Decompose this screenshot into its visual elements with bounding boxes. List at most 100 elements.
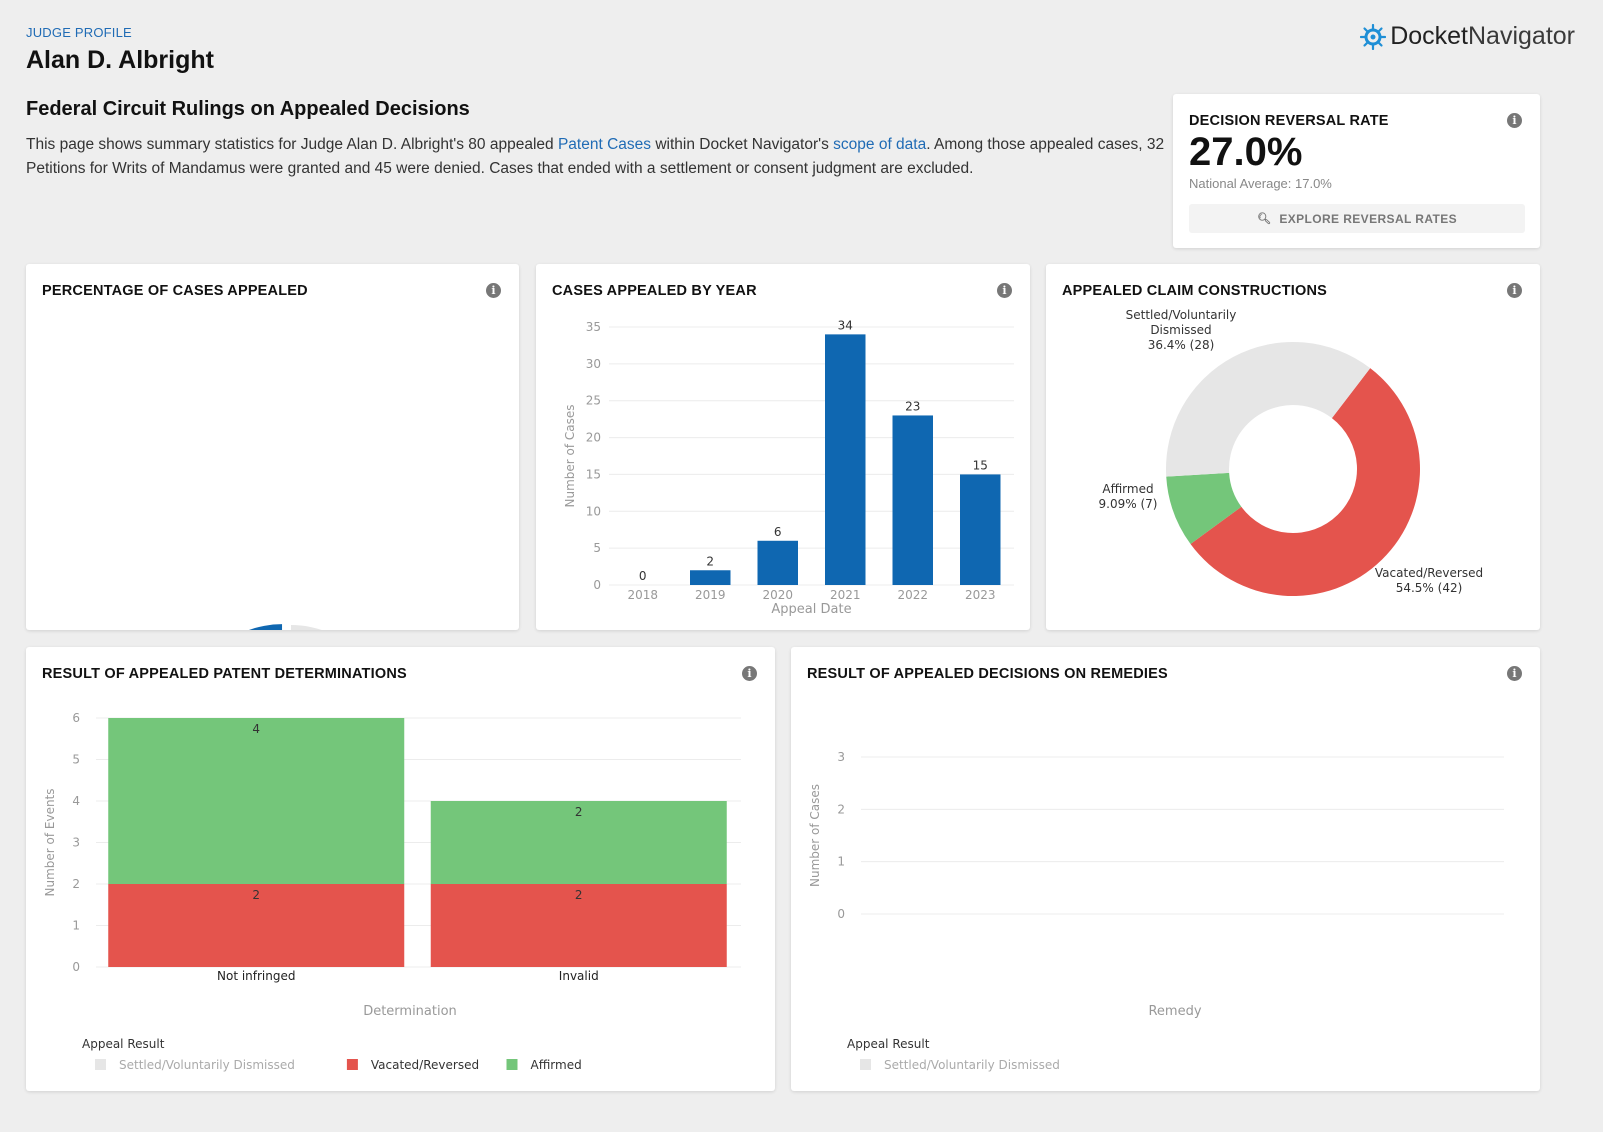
national-average: National Average: 17.0% xyxy=(1189,176,1332,191)
y-tick-label: 5 xyxy=(593,541,601,555)
y-tick-label: 20 xyxy=(586,431,601,445)
card-title: CASES APPEALED BY YEAR xyxy=(552,283,757,299)
slice-label: Affirmed 9.09% (7) xyxy=(1099,482,1158,511)
y-axis-label: Number of Cases xyxy=(808,784,822,887)
x-tick-label: Not infringed xyxy=(217,969,296,983)
x-tick-label: 2021 xyxy=(830,588,861,602)
page-kicker: JUDGE PROFILE xyxy=(26,25,132,40)
y-tick-label: 2 xyxy=(72,877,80,891)
info-icon[interactable]: i xyxy=(486,283,501,298)
patent-determinations-card: RESULT OF APPEALED PATENT DETERMINATIONS… xyxy=(26,647,775,1091)
remedies-chart: 0 1 2 3 Remedy Number of Cases Appeal Result Se… xyxy=(808,750,1504,1072)
y-tick-label: 30 xyxy=(586,357,601,371)
card-title: PERCENTAGE OF CASES APPEALED xyxy=(42,283,308,299)
data-label: 2 xyxy=(252,888,260,902)
claim-constructions-card: APPEALED CLAIM CONSTRUCTIONS i Vacated/R… xyxy=(1046,264,1540,630)
y-tick-label: 1 xyxy=(72,919,80,933)
patent-cases-link[interactable]: Patent Cases xyxy=(557,136,652,153)
legend-swatch xyxy=(95,1059,106,1070)
search-icon: 🔍︎ xyxy=(1256,213,1272,225)
bar xyxy=(892,415,933,585)
data-label: 4 xyxy=(252,722,260,736)
y-tick-label: 0 xyxy=(837,907,845,921)
data-label: 34 xyxy=(838,318,853,332)
info-icon[interactable]: i xyxy=(1507,666,1522,681)
percentage-appealed-donut: Appealed47.1% (80)Not Appealed52.9% (90) xyxy=(249,624,322,630)
y-tick-label: 4 xyxy=(72,794,80,808)
button-label: EXPLORE REVERSAL RATES xyxy=(1279,211,1458,226)
x-tick-label: 2019 xyxy=(695,588,726,602)
patent-determinations-chart: 0 1 2 3 4 5 6 2 4 Not infringed 2 2 Invalid Determina… xyxy=(43,711,741,1072)
intro-text: within Docket Navigator's xyxy=(651,136,834,153)
x-tick-label: 2022 xyxy=(897,588,928,602)
bar xyxy=(757,540,798,585)
judge-name: Alan D. Albright xyxy=(26,46,214,74)
info-icon[interactable]: i xyxy=(997,283,1012,298)
legend-item: Vacated/Reversed xyxy=(371,1058,479,1072)
bar xyxy=(960,474,1001,585)
explore-reversal-rates-button[interactable]: 🔍︎ EXPLORE REVERSAL RATES xyxy=(1189,204,1525,233)
bar-segment xyxy=(108,884,405,967)
reversal-rate-card: DECISION REVERSAL RATE i 27.0% National … xyxy=(1173,94,1540,248)
y-axis-label: Number of Cases xyxy=(563,404,577,507)
y-tick-label: 3 xyxy=(72,836,80,850)
intro-text: This page shows summary statistics for J… xyxy=(26,136,558,153)
info-icon[interactable]: i xyxy=(1507,113,1522,128)
card-title: APPEALED CLAIM CONSTRUCTIONS xyxy=(1062,283,1327,299)
logo-text: DocketNavigator xyxy=(1390,22,1575,50)
legend-swatch xyxy=(346,1059,358,1070)
y-tick-label: 6 xyxy=(72,711,80,725)
legend-swatch xyxy=(506,1059,518,1070)
y-tick-label: 0 xyxy=(72,960,80,974)
data-label: 2 xyxy=(575,888,583,902)
y-tick-label: 0 xyxy=(593,578,601,592)
legend-title: Appeal Result xyxy=(82,1037,165,1051)
info-icon[interactable]: i xyxy=(742,666,757,681)
bar-segment xyxy=(430,884,727,967)
card-title: DECISION REVERSAL RATE xyxy=(1189,113,1389,129)
ship-wheel-icon xyxy=(1360,23,1387,50)
docket-navigator-logo[interactable]: DocketNavigator xyxy=(1360,22,1575,51)
y-tick-label: 10 xyxy=(586,504,601,518)
cases-by-year-chart: 0 5 10 15 20 25 30 35 0 2018 2 2019 6 2020 34 2021 23 202… xyxy=(563,318,1014,617)
cases-by-year-card: CASES APPEALED BY YEAR i 0 5 10 15 20 25 30 35 0… xyxy=(536,264,1030,630)
data-label: 2 xyxy=(575,805,583,819)
percentage-appealed-card: PERCENTAGE OF CASES APPEALED i Appealed4… xyxy=(26,264,519,630)
scope-of-data-link[interactable]: scope of data xyxy=(833,136,927,153)
bar-segment xyxy=(430,801,727,884)
legend-item: Affirmed xyxy=(531,1058,582,1072)
bar-segment xyxy=(108,718,405,884)
x-axis-label: Determination xyxy=(363,1004,457,1019)
y-tick-label: 25 xyxy=(586,394,601,408)
x-tick-label: 2023 xyxy=(965,588,996,602)
legend-title: Appeal Result xyxy=(847,1037,930,1051)
reversal-rate-value: 27.0% xyxy=(1189,130,1303,174)
y-tick-label: 15 xyxy=(586,467,601,481)
legend-item: Settled/Voluntarily Dismissed xyxy=(119,1058,295,1072)
intro-paragraph: This page shows summary statistics for J… xyxy=(26,133,1166,181)
data-label: 2 xyxy=(706,554,714,568)
y-tick-label: 35 xyxy=(586,320,601,334)
data-label: 15 xyxy=(973,458,988,472)
intro-text: . Among those appealed cases, 32 Petitio… xyxy=(26,136,1165,177)
bar xyxy=(690,570,731,585)
slice-label: Settled/Voluntarily Dismissed 36.4% (28) xyxy=(1126,308,1237,352)
y-tick-label: 1 xyxy=(837,855,845,869)
section-title: Federal Circuit Rulings on Appealed Deci… xyxy=(26,98,470,120)
info-icon[interactable]: i xyxy=(1507,283,1522,298)
y-axis-label: Number of Events xyxy=(43,788,57,896)
data-label: 6 xyxy=(774,525,782,539)
x-tick-label: Invalid xyxy=(559,969,599,983)
data-label: 23 xyxy=(905,399,920,413)
x-tick-label: 2018 xyxy=(627,588,658,602)
card-title: RESULT OF APPEALED PATENT DETERMINATIONS xyxy=(42,666,407,682)
card-title: RESULT OF APPEALED DECISIONS ON REMEDIES xyxy=(807,666,1168,682)
pie-slice xyxy=(291,625,322,630)
pie-slice xyxy=(249,624,283,630)
x-axis-label: Remedy xyxy=(1148,1004,1201,1019)
legend-item: Settled/Voluntarily Dismissed xyxy=(884,1058,1060,1072)
y-tick-label: 5 xyxy=(72,753,80,767)
x-tick-label: 2020 xyxy=(762,588,793,602)
legend-swatch xyxy=(860,1059,871,1070)
x-axis-label: Appeal Date xyxy=(771,602,851,617)
